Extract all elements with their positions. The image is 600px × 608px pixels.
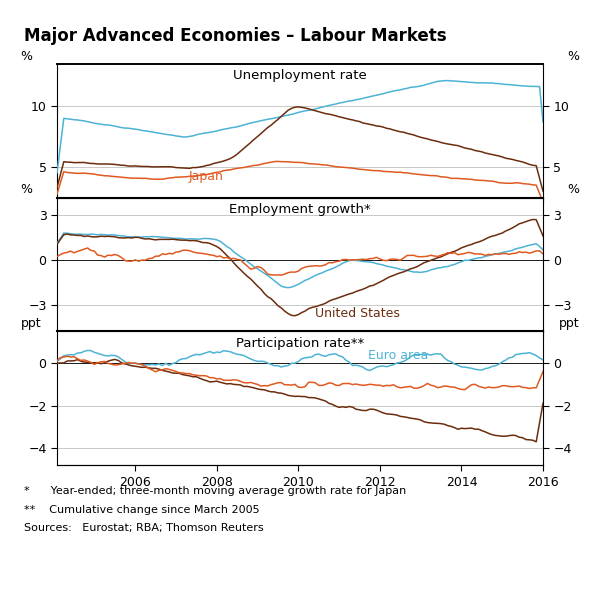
Text: Employment growth*: Employment growth* [229,203,371,216]
Text: Major Advanced Economies – Labour Markets: Major Advanced Economies – Labour Market… [24,27,446,46]
Text: Sources:   Eurostat; RBA; Thomson Reuters: Sources: Eurostat; RBA; Thomson Reuters [24,523,263,533]
Text: *      Year-ended; three-month moving average growth rate for Japan: * Year-ended; three-month moving average… [24,486,406,496]
Text: Unemployment rate: Unemployment rate [233,69,367,82]
Text: Euro area: Euro area [368,349,428,362]
Text: %: % [568,183,580,196]
Text: %: % [20,183,32,196]
Text: United States: United States [314,308,400,320]
Text: %: % [20,49,32,63]
Text: ppt: ppt [559,317,580,330]
Text: %: % [568,49,580,63]
Text: Japan: Japan [188,170,223,182]
Text: Participation rate**: Participation rate** [236,337,364,350]
Text: **    Cumulative change since March 2005: ** Cumulative change since March 2005 [24,505,260,514]
Text: ppt: ppt [20,317,41,330]
